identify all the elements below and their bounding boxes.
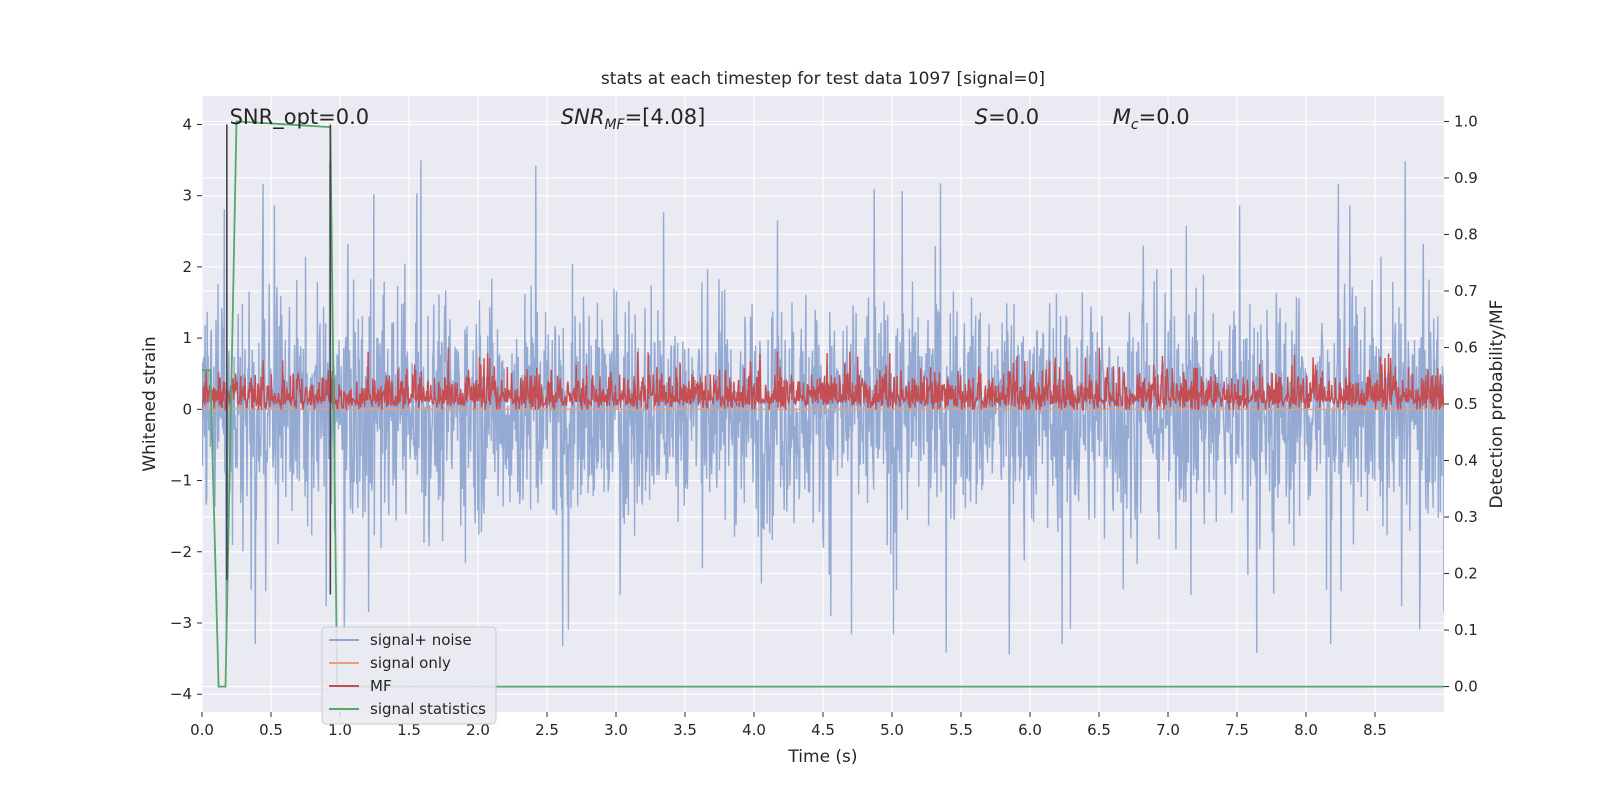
y-right-tick-label: 0.1	[1454, 621, 1478, 639]
x-tick-label: 6.0	[1018, 721, 1042, 739]
y-tick-label: 4	[182, 115, 192, 133]
legend-label: signal+ noise	[370, 631, 472, 649]
annotation: SNR_opt=0.0	[230, 105, 370, 130]
legend-label: signal statistics	[370, 700, 486, 718]
x-tick-label: 7.5	[1225, 721, 1249, 739]
y-tick-label: 0	[182, 400, 192, 418]
y-tick-label: 3	[182, 187, 192, 205]
x-tick-label: 2.0	[466, 721, 490, 739]
x-axis-label: Time (s)	[787, 747, 857, 767]
annotation: Mc=0.0	[1113, 105, 1190, 133]
y-right-tick-label: 0.2	[1454, 565, 1478, 583]
tick-layer: 0.0 0.5 1.0 1.5 2.0 2.5 3.0 3.5 4.0 4.5 5.0 5.5 6.0 6…	[170, 112, 1478, 739]
x-tick-label: 3.0	[604, 721, 628, 739]
series-clip-group	[202, 120, 1444, 688]
y-right-tick-label: 0.8	[1454, 225, 1478, 243]
y-right-tick-label: 0.4	[1454, 452, 1478, 470]
y-right-tick-label: 1.0	[1454, 112, 1478, 130]
legend-label: MF	[370, 677, 392, 695]
legend-label: signal only	[370, 654, 451, 672]
y-tick-label: −4	[170, 685, 192, 703]
y-tick-label: 2	[182, 258, 192, 276]
x-tick-label: 0.0	[190, 721, 214, 739]
x-tick-label: 0.5	[259, 721, 283, 739]
annotation: SNRMF=[4.08]	[561, 105, 706, 133]
y-right-tick-label: 0.7	[1454, 282, 1478, 300]
series-signal-statistics	[202, 120, 1444, 688]
x-tick-label: 8.0	[1294, 721, 1318, 739]
x-tick-label: 1.5	[397, 721, 421, 739]
x-tick-label: 3.5	[673, 721, 697, 739]
y-right-tick-label: 0.9	[1454, 169, 1478, 187]
chart-title: stats at each timestep for test data 109…	[601, 69, 1045, 89]
y-tick-label: 1	[182, 329, 192, 347]
x-tick-label: 6.5	[1087, 721, 1111, 739]
x-tick-label: 1.0	[328, 721, 352, 739]
y-tick-label: −3	[170, 614, 192, 632]
y-tick-label: −1	[170, 472, 192, 490]
annotation: S=0.0	[975, 105, 1039, 129]
series-signal-noise	[202, 160, 1444, 656]
x-tick-label: 2.5	[535, 721, 559, 739]
y-right-tick-label: 0.5	[1454, 395, 1478, 413]
y-right-tick-label: 0.0	[1454, 678, 1478, 696]
x-tick-label: 5.5	[949, 721, 973, 739]
x-tick-label: 4.0	[742, 721, 766, 739]
y-axis-right-label: Detection probability/MF	[1487, 300, 1507, 509]
y-tick-label: −2	[170, 543, 192, 561]
y-axis-label: Whitened strain	[140, 336, 160, 471]
y-right-tick-label: 0.3	[1454, 508, 1478, 526]
series-mf	[202, 347, 1444, 411]
annotations: SNR_opt=0.0 SNRMF=[4.08] S=0.0 Mc=0.0	[230, 105, 1190, 133]
legend-box	[321, 626, 497, 725]
legend: signal+ noise signal only MF signal statist…	[321, 626, 497, 725]
x-tick-label: 4.5	[811, 721, 835, 739]
y-right-tick-label: 0.6	[1454, 338, 1478, 356]
x-tick-label: 8.5	[1363, 721, 1387, 739]
x-tick-label: 7.0	[1156, 721, 1180, 739]
series-layer	[202, 120, 1444, 688]
x-tick-label: 5.0	[880, 721, 904, 739]
